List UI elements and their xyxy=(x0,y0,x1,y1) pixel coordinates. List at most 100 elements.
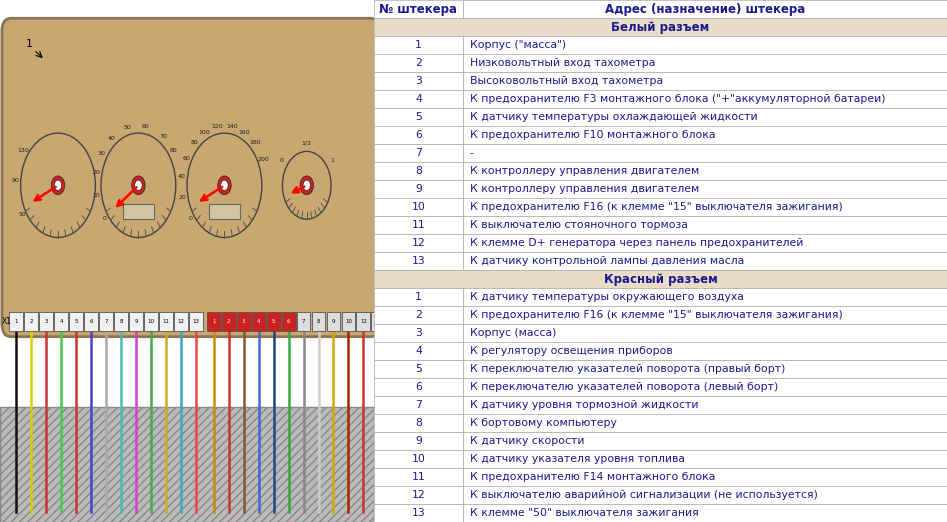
Text: 40: 40 xyxy=(178,174,186,180)
Circle shape xyxy=(282,151,331,219)
Text: 11: 11 xyxy=(412,220,425,230)
Text: 3: 3 xyxy=(415,76,422,86)
Bar xyxy=(463,450,947,468)
Bar xyxy=(374,360,463,378)
Text: 2: 2 xyxy=(227,319,230,324)
Text: 3: 3 xyxy=(415,328,422,338)
Text: 13: 13 xyxy=(390,319,397,324)
Text: 3: 3 xyxy=(241,319,245,324)
Text: 7: 7 xyxy=(104,319,108,324)
Bar xyxy=(374,378,463,396)
Text: 13: 13 xyxy=(192,319,199,324)
Bar xyxy=(463,36,947,54)
Circle shape xyxy=(300,176,313,195)
Text: 11: 11 xyxy=(360,319,366,324)
Text: К предохранителю F3 монтажного блока ("+"аккумуляторной батареи): К предохранителю F3 монтажного блока ("+… xyxy=(470,94,885,104)
Bar xyxy=(463,216,947,234)
Bar xyxy=(463,252,947,270)
Bar xyxy=(0,407,374,522)
Text: 10: 10 xyxy=(412,202,425,212)
Text: Низковольтный вход тахометра: Низковольтный вход тахометра xyxy=(470,58,655,68)
Text: 120: 120 xyxy=(211,124,223,129)
Text: 100: 100 xyxy=(199,130,210,135)
Bar xyxy=(374,342,463,360)
Bar xyxy=(463,180,947,198)
Circle shape xyxy=(54,180,62,191)
Text: 13: 13 xyxy=(412,508,425,518)
Bar xyxy=(356,312,370,331)
Text: К датчику температуры охлаждающей жидкости: К датчику температуры охлаждающей жидкос… xyxy=(470,112,758,122)
Bar xyxy=(374,0,463,18)
Circle shape xyxy=(221,180,228,191)
Text: 7: 7 xyxy=(302,319,305,324)
Text: 7: 7 xyxy=(415,148,422,158)
Text: К датчику температуры окружающего воздуха: К датчику температуры окружающего воздух… xyxy=(470,292,743,302)
Bar xyxy=(374,234,463,252)
Bar xyxy=(252,312,265,331)
Bar xyxy=(374,486,463,504)
Text: 9: 9 xyxy=(134,319,137,324)
Text: 10: 10 xyxy=(345,319,352,324)
Bar xyxy=(374,162,463,180)
Text: Красный разъем: Красный разъем xyxy=(603,272,718,286)
FancyBboxPatch shape xyxy=(2,18,380,337)
Text: № штекера: № штекера xyxy=(380,3,457,16)
Text: 50: 50 xyxy=(123,125,131,130)
Bar xyxy=(463,432,947,450)
Bar xyxy=(463,306,947,324)
Text: К предохранителю F16 (к клемме "15" выключателя зажигания): К предохранителю F16 (к клемме "15" выкл… xyxy=(470,202,843,212)
Bar xyxy=(371,312,385,331)
Bar xyxy=(25,312,38,331)
Text: 10: 10 xyxy=(92,193,100,198)
Text: 2: 2 xyxy=(29,319,33,324)
Bar xyxy=(374,216,463,234)
Text: 7: 7 xyxy=(415,400,422,410)
Text: К клемме D+ генератора через панель предохранителей: К клемме D+ генератора через панель пред… xyxy=(470,238,803,248)
Bar xyxy=(374,414,463,432)
Text: 8: 8 xyxy=(316,319,320,324)
Text: 9: 9 xyxy=(415,436,422,446)
Bar xyxy=(374,252,463,270)
Bar xyxy=(463,414,947,432)
Text: К клемме "50" выключателя зажигания: К клемме "50" выключателя зажигания xyxy=(470,508,699,518)
Text: 180: 180 xyxy=(249,140,260,145)
Bar xyxy=(463,90,947,108)
Bar xyxy=(208,204,241,219)
Text: 5: 5 xyxy=(415,364,422,374)
Bar xyxy=(374,198,463,216)
Text: Корпус ("масса"): Корпус ("масса") xyxy=(470,40,566,50)
Text: К датчику уровня тормозной жидкости: К датчику уровня тормозной жидкости xyxy=(470,400,698,410)
Bar xyxy=(144,312,158,331)
Circle shape xyxy=(132,176,145,195)
Bar xyxy=(463,360,947,378)
Bar xyxy=(463,468,947,486)
Bar xyxy=(386,312,401,331)
Text: 60: 60 xyxy=(142,124,150,129)
Text: 10: 10 xyxy=(148,319,154,324)
Text: Адрес (назначение) штекера: Адрес (назначение) штекера xyxy=(605,3,805,16)
Bar xyxy=(123,204,154,219)
Text: К датчику указателя уровня топлива: К датчику указателя уровня топлива xyxy=(470,454,685,464)
Circle shape xyxy=(303,180,311,191)
Circle shape xyxy=(51,176,64,195)
Text: Белый разъем: Белый разъем xyxy=(612,20,709,33)
Bar xyxy=(374,90,463,108)
Text: 11: 11 xyxy=(162,319,170,324)
Bar xyxy=(463,126,947,144)
Bar xyxy=(374,270,947,288)
Bar xyxy=(463,324,947,342)
Bar xyxy=(374,504,463,522)
Bar xyxy=(129,312,143,331)
Text: 8: 8 xyxy=(415,166,422,176)
Text: 8: 8 xyxy=(119,319,123,324)
Text: К регулятору освещения приборов: К регулятору освещения приборов xyxy=(470,346,672,356)
Bar xyxy=(374,306,463,324)
Text: К бортовому компьютеру: К бортовому компьютеру xyxy=(470,418,616,428)
Text: 6: 6 xyxy=(415,382,422,392)
Bar xyxy=(327,312,340,331)
Text: 5: 5 xyxy=(415,112,422,122)
Bar xyxy=(99,312,113,331)
Text: 20: 20 xyxy=(178,195,187,200)
Text: 80: 80 xyxy=(190,140,198,145)
Text: 1: 1 xyxy=(212,319,216,324)
